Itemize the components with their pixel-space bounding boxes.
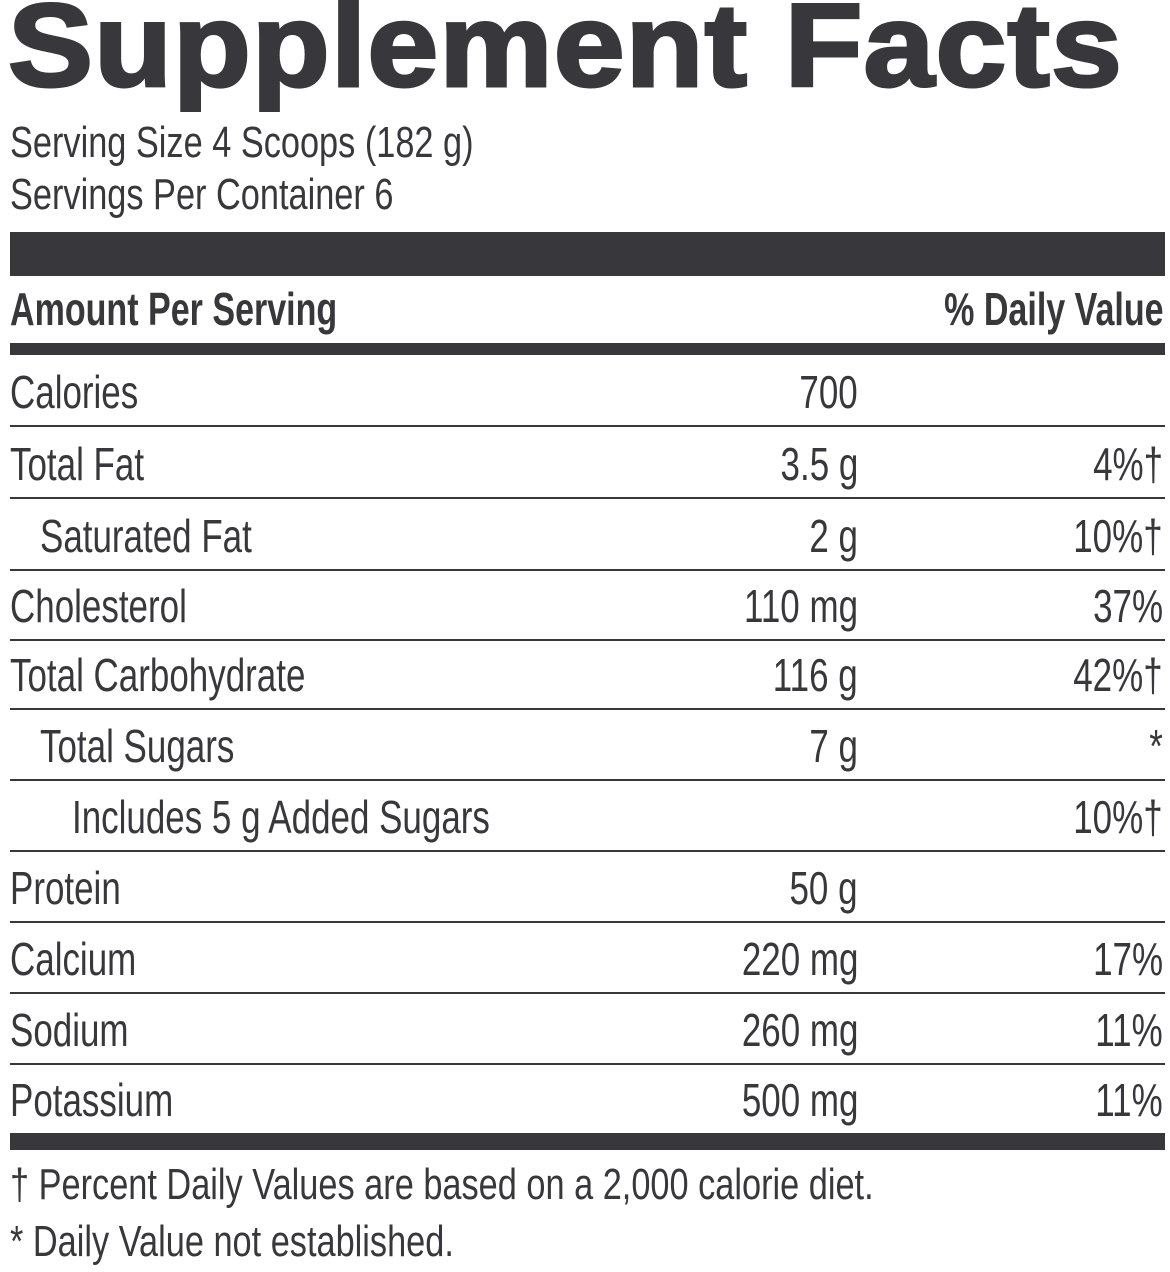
servings-per-container: Servings Per Container 6 <box>10 170 394 219</box>
nutrient-label: Calcium <box>10 933 137 985</box>
nutrient-amount: 110 mg <box>743 580 858 632</box>
table-row: Sodium 260 mg 11% <box>10 993 1165 1065</box>
table-row: Potassium 500 mg 11% <box>10 1063 1165 1133</box>
amount-per-serving-header: Amount Per Serving <box>10 283 338 335</box>
nutrient-label: Total Fat <box>10 438 145 490</box>
footnote-daily-values: † Percent Daily Values are based on a 2,… <box>10 1160 874 1209</box>
nutrient-amount: 700 <box>799 366 858 418</box>
thick-divider <box>10 232 1165 276</box>
nutrient-amount: 116 g <box>773 649 858 701</box>
table-row: Protein 50 g <box>10 851 1165 923</box>
nutrient-label: Calories <box>10 366 139 418</box>
nutrient-label: Sodium <box>10 1004 129 1056</box>
nutrient-label: Protein <box>10 862 121 914</box>
nutrient-label: Includes 5 g Added Sugars <box>72 791 490 843</box>
table-row: Saturated Fat 2 g 10%† <box>10 499 1165 571</box>
nutrient-dv: * <box>1149 720 1163 772</box>
table-row: Calcium 220 mg 17% <box>10 922 1165 994</box>
nutrient-amount: 3.5 g <box>780 438 858 490</box>
nutrient-amount: 2 g <box>809 510 858 562</box>
table-row: Includes 5 g Added Sugars 10%† <box>10 780 1165 852</box>
nutrient-amount: 220 mg <box>741 933 858 985</box>
table-row: Total Fat 3.5 g 4%† <box>10 427 1165 499</box>
bottom-divider <box>10 1133 1165 1150</box>
nutrient-amount: 7 g <box>809 720 858 772</box>
nutrient-dv: 37% <box>1093 580 1163 632</box>
nutrient-dv: 42%† <box>1073 649 1163 701</box>
nutrient-dv: 4%† <box>1093 438 1163 490</box>
serving-size: Serving Size 4 Scoops (182 g) <box>10 118 474 167</box>
table-row: Calories 700 <box>10 355 1165 427</box>
label-title: Supplement Facts <box>6 0 1123 114</box>
nutrient-label: Saturated Fat <box>40 510 252 562</box>
nutrient-label: Total Sugars <box>40 720 235 772</box>
nutrient-label: Cholesterol <box>10 580 187 632</box>
nutrient-dv: 17% <box>1093 933 1163 985</box>
nutrient-dv: 10%† <box>1073 510 1163 562</box>
nutrient-label: Total Carbohydrate <box>10 649 306 701</box>
nutrient-dv: 11% <box>1095 1004 1163 1056</box>
nutrient-amount: 260 mg <box>741 1004 858 1056</box>
daily-value-header: % Daily Value <box>944 283 1164 335</box>
nutrient-dv: 10%† <box>1073 791 1163 843</box>
header-divider <box>10 343 1165 355</box>
nutrient-amount: 500 mg <box>741 1074 858 1126</box>
nutrient-amount: 50 g <box>789 862 858 914</box>
nutrient-dv: 11% <box>1095 1074 1163 1126</box>
nutrient-label: Potassium <box>10 1074 174 1126</box>
table-row: Total Sugars 7 g * <box>10 709 1165 781</box>
table-row: Total Carbohydrate 116 g 42%† <box>10 638 1165 710</box>
footnote-not-established: * Daily Value not established. <box>10 1217 454 1266</box>
table-row: Cholesterol 110 mg 37% <box>10 569 1165 641</box>
